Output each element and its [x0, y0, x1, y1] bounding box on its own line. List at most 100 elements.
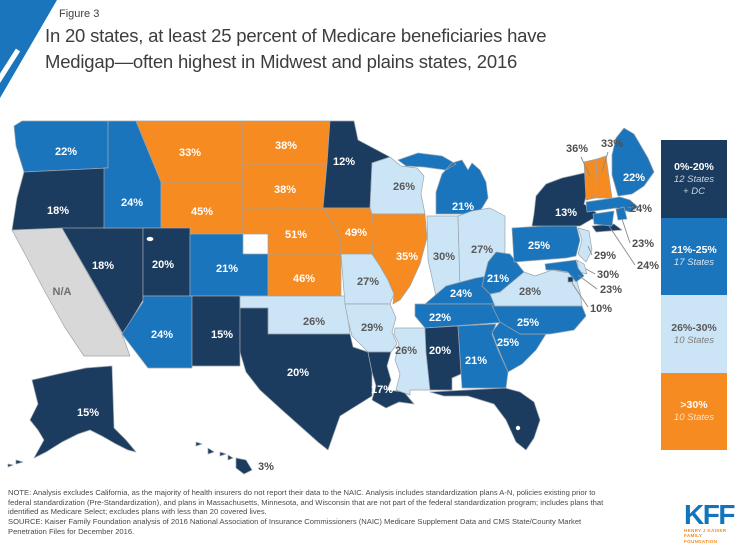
state-ma — [585, 196, 639, 213]
note-text: federal standardization (Pre-Standardiza… — [8, 497, 604, 507]
note-text: NOTE: Analysis excludes California, as t… — [8, 488, 596, 497]
state-label-ar: 29% — [361, 322, 383, 334]
kff-logo-subtext: HENRY J KAISER FAMILY FOUNDATION — [684, 528, 727, 544]
figure-title-line1: In 20 states, at least 25 percent of Med… — [45, 25, 547, 46]
leader-line-md — [577, 274, 598, 290]
state-label-fl: 20% — [479, 411, 501, 423]
legend-range-label: 21%-25% — [671, 244, 717, 257]
legend-count-label2: + DC — [683, 185, 705, 197]
state-wv — [481, 251, 525, 295]
state-label-ne: 51% — [285, 229, 307, 241]
kff-logo-text: KFF — [684, 499, 735, 530]
state-ms — [393, 327, 431, 396]
leader-line-ct — [608, 225, 636, 266]
state-label-ky: 24% — [450, 288, 472, 300]
state-label-ut: 20% — [152, 259, 174, 271]
leader-line-nj — [587, 245, 593, 256]
state-label-wy: 45% — [191, 206, 213, 218]
map-legend: 0%-20% 12 States + DC 21%-25% 17 States … — [661, 140, 727, 450]
leader-line-ri — [621, 218, 631, 244]
kff-ribbon — [0, 0, 57, 98]
state-label-in: 30% — [433, 251, 455, 263]
legend-count-label: 10 States — [673, 412, 715, 424]
leader-line-nh — [601, 151, 609, 173]
state-me — [611, 127, 655, 197]
state-label-mi: 21% — [452, 201, 474, 213]
state-tx — [239, 307, 373, 451]
state-label-ct: 24% — [637, 260, 659, 272]
figure-header: Figure 3 In 20 states, at least 25 perce… — [45, 8, 547, 75]
kff-logo: KFF HENRY J KAISER FAMILY FOUNDATION — [684, 501, 735, 544]
legend-count-label: 10 States — [673, 334, 715, 346]
state-nh — [594, 155, 613, 199]
state-label-co: 21% — [216, 263, 238, 275]
state-label-nd: 38% — [275, 140, 297, 152]
state-nm — [191, 295, 241, 367]
state-label-ri: 23% — [632, 238, 654, 250]
state-label-nh: 33% — [601, 138, 623, 150]
state-label-oh: 27% — [471, 244, 493, 256]
great-salt-lake — [146, 236, 154, 242]
state-hi — [195, 441, 253, 475]
state-label-me: 22% — [623, 172, 645, 184]
state-ct — [592, 210, 615, 227]
state-label-md: 23% — [600, 284, 622, 296]
state-fl — [429, 387, 541, 451]
state-label-sd: 38% — [274, 184, 296, 196]
state-label-or: 18% — [47, 205, 69, 217]
state-label-wv: 21% — [487, 273, 509, 285]
legend-range-label: 0%-20% — [674, 160, 714, 173]
leader-line-vt — [580, 156, 591, 177]
state-label-hi: 3% — [258, 461, 274, 473]
state-label-pa: 25% — [528, 240, 550, 252]
figure-title: In 20 states, at least 25 percent of Med… — [45, 23, 547, 75]
source-text: SOURCE: Kaiser Family Foundation analysi… — [8, 517, 582, 527]
leader-line-de — [585, 268, 596, 275]
callout-leader-lines — [571, 151, 637, 308]
state-ri — [615, 206, 628, 221]
legend-item-21-25: 21%-25% 17 States — [661, 217, 727, 295]
state-label-ma: 24% — [630, 203, 652, 215]
state-or — [11, 167, 109, 231]
legend-range-label: 26%-30% — [671, 321, 717, 334]
state-label-wa: 22% — [55, 146, 77, 158]
state-label-ga: 21% — [465, 355, 487, 367]
legend-count-label: 12 States — [673, 173, 715, 185]
state-al — [424, 325, 462, 391]
state-nj — [577, 227, 593, 263]
state-label-ny: 13% — [555, 207, 577, 219]
state-label-ca: N/A — [53, 286, 72, 298]
state-md — [544, 259, 585, 283]
legend-count-label: 17 States — [673, 257, 715, 269]
state-value-labels: 22% 18% N/A 18% 24% 33% 45% 20% 21% 24% 15% 38% 38% 5… — [47, 138, 659, 473]
state-label-id: 24% — [121, 197, 143, 209]
figure-label: Figure 3 — [59, 8, 100, 20]
state-il — [371, 213, 428, 305]
leader-line-ma — [627, 204, 637, 209]
state-label-tn: 22% — [429, 312, 451, 324]
state-label-az: 24% — [151, 329, 173, 341]
legend-item-over-30: >30% 10 States — [661, 372, 727, 450]
state-label-wi: 26% — [393, 181, 415, 193]
state-shapes — [7, 120, 655, 475]
source-text: Penetration Files for December 2016. — [8, 526, 135, 536]
state-label-nc: 25% — [517, 317, 539, 329]
leader-line-dc — [571, 282, 589, 308]
state-label-sc: 25% — [497, 337, 519, 349]
footnote: NOTE: Analysis excludes California, as t… — [8, 488, 670, 537]
state-label-nj: 29% — [594, 250, 616, 262]
state-label-nv: 18% — [92, 260, 114, 272]
state-label-mt: 33% — [179, 147, 201, 159]
legend-item-26-30: 26%-30% 10 States — [661, 295, 727, 373]
state-label-mo: 27% — [357, 276, 379, 288]
state-label-ms: 26% — [395, 345, 417, 357]
note-text: identified as Medicare Select; excludes … — [8, 507, 267, 517]
state-label-mn: 12% — [333, 156, 355, 168]
state-label-tx: 20% — [287, 367, 309, 379]
state-ak — [7, 365, 137, 468]
state-mi — [397, 152, 489, 215]
state-label-vt: 36% — [566, 143, 588, 155]
map-lakes — [146, 236, 521, 431]
state-nc — [491, 305, 587, 335]
